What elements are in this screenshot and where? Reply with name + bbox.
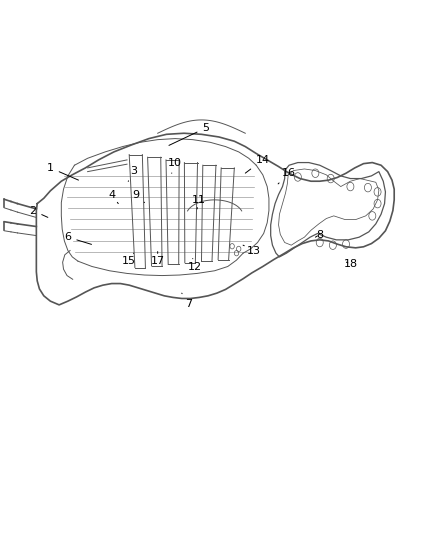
Text: 8: 8 — [315, 230, 323, 239]
Text: 16: 16 — [278, 168, 296, 184]
Text: 13: 13 — [243, 245, 261, 255]
Text: 1: 1 — [47, 163, 78, 180]
Text: 15: 15 — [122, 253, 136, 266]
Text: 5: 5 — [169, 123, 209, 146]
Text: 17: 17 — [151, 252, 165, 266]
Text: 9: 9 — [132, 190, 145, 203]
Text: 18: 18 — [343, 259, 357, 269]
Text: 11: 11 — [192, 195, 206, 209]
Text: 12: 12 — [188, 259, 202, 271]
Text: 6: 6 — [64, 232, 92, 244]
Text: 4: 4 — [108, 190, 118, 204]
Text: 2: 2 — [29, 206, 48, 217]
Text: 3: 3 — [128, 166, 137, 181]
Text: 7: 7 — [182, 293, 192, 309]
Text: 14: 14 — [245, 155, 270, 173]
Text: 10: 10 — [168, 158, 182, 173]
